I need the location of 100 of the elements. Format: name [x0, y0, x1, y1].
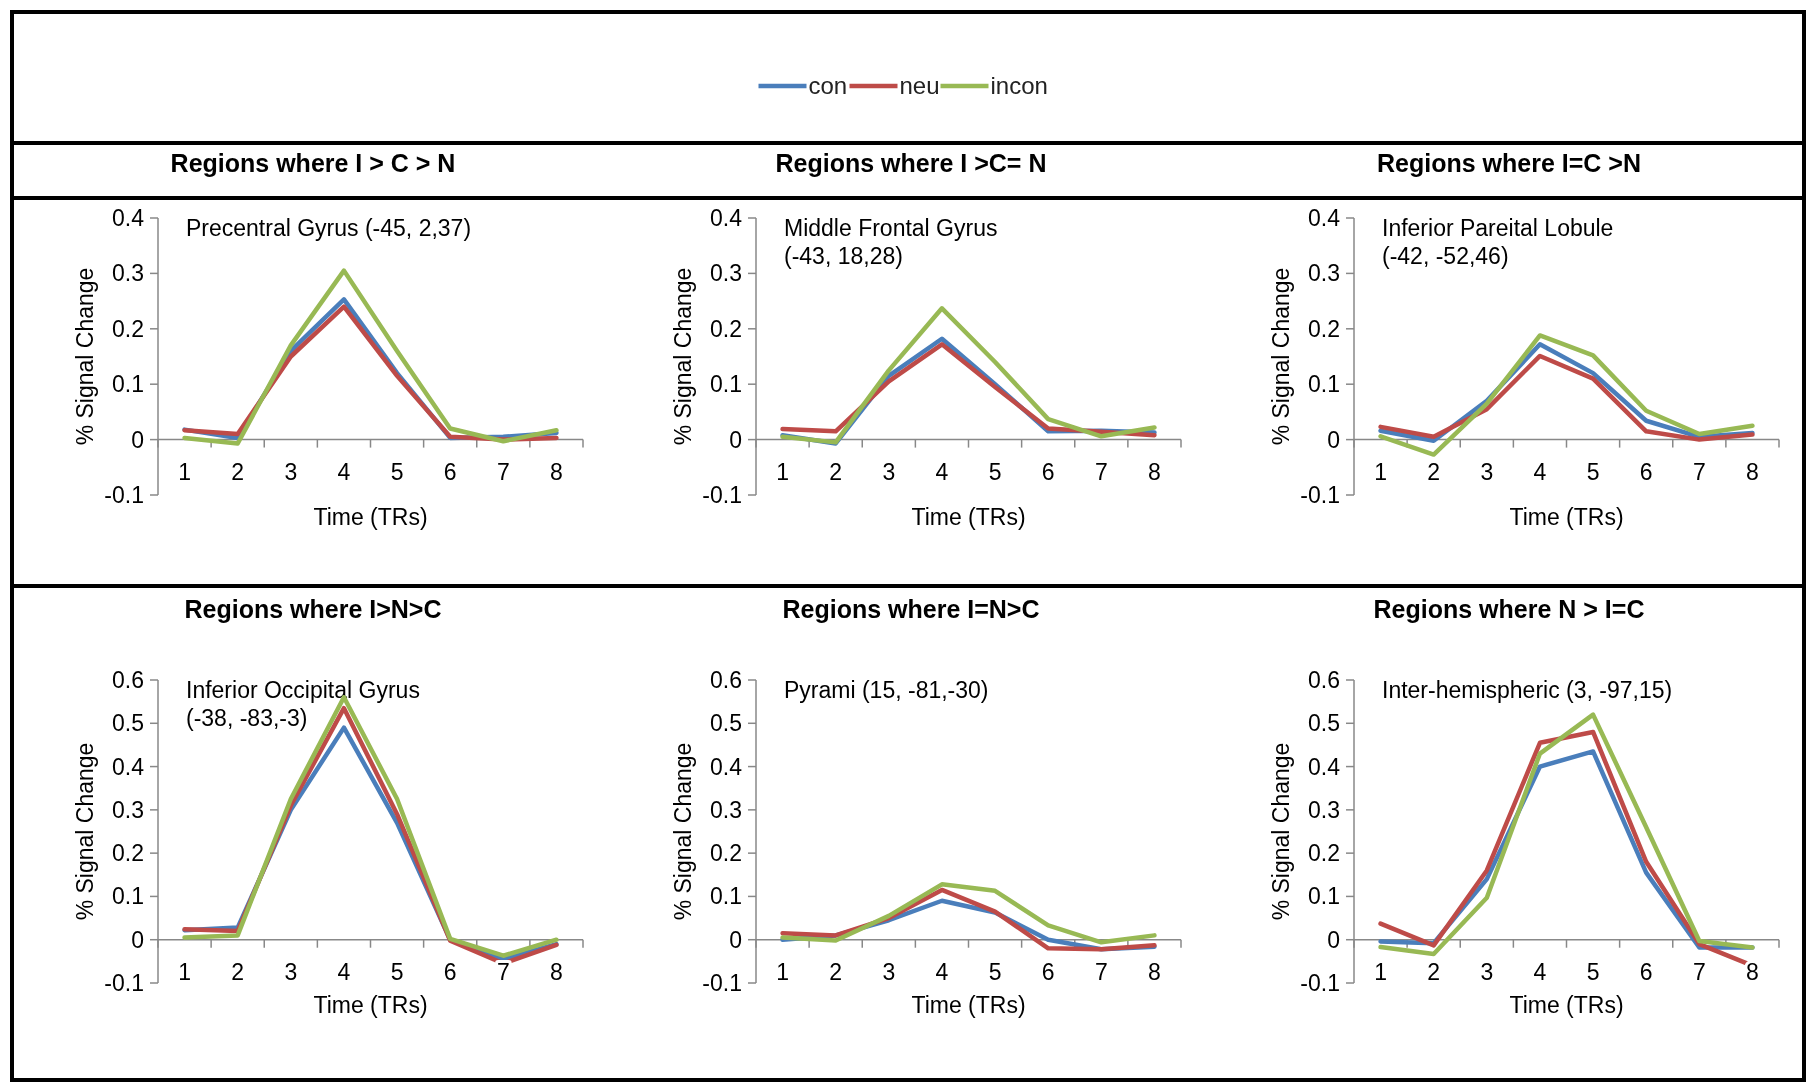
x-tick-label: 2: [829, 458, 843, 485]
x-axis-title: Time (TRs): [313, 504, 428, 530]
x-tick-label: 3: [1480, 458, 1494, 485]
x-tick-label: 2: [1427, 458, 1441, 485]
y-tick-label: 0.3: [1308, 260, 1340, 287]
y-axis-title: % Signal Change: [670, 267, 696, 446]
x-tick-label: 4: [1533, 458, 1547, 485]
y-tick-label: 0: [131, 426, 144, 453]
y-tick-label: 0: [729, 926, 742, 953]
chart-title: Regions where I=C >N: [1377, 149, 1641, 177]
y-tick-label: 0.3: [112, 796, 144, 823]
x-tick-label: 1: [776, 958, 789, 985]
y-tick-label: 0.2: [112, 840, 144, 867]
x-tick-label: 8: [550, 958, 563, 985]
y-tick-label: 0.6: [1308, 667, 1340, 693]
x-tick-label: 8: [1148, 458, 1161, 485]
x-tick-label: 1: [1374, 458, 1387, 485]
y-tick-label: 0.1: [710, 883, 742, 910]
y-tick-label: 0.3: [1308, 796, 1340, 823]
x-tick-label: 5: [390, 958, 404, 985]
y-tick-label: 0.6: [112, 667, 144, 693]
y-tick-label: 0.5: [112, 710, 144, 737]
x-tick-label: 7: [496, 458, 510, 485]
x-tick-label: 6: [443, 458, 457, 485]
x-tick-label: 2: [829, 958, 843, 985]
y-tick-label: 0.2: [1308, 840, 1340, 867]
line-series: [182, 268, 559, 446]
x-axis-title: Time (TRs): [313, 992, 428, 1018]
chart-subtitle: Inter-hemispheric (3, -97,15): [1382, 677, 1673, 703]
text: Middle Frontal Gyrus (-43, 18,28): [784, 215, 998, 269]
x-axis-title: Time (TRs): [911, 992, 1026, 1018]
chart-title: Regions where N > I=C: [1373, 595, 1645, 623]
y-axis-title: % Signal Change: [1268, 267, 1294, 446]
x-tick-label: 1: [178, 458, 191, 485]
x-tick-label: 4: [1533, 958, 1547, 985]
x-tick-label: 7: [496, 958, 510, 985]
x-tick-label: 3: [284, 958, 298, 985]
y-tick-label: 0.1: [112, 371, 144, 398]
y-tick-label: 0.2: [112, 315, 144, 342]
legend-label: incon: [990, 72, 1048, 99]
y-tick-label: 0: [1327, 926, 1340, 953]
line-series: [780, 306, 1157, 445]
x-tick-label: 5: [1586, 458, 1600, 485]
x-tick-label: 4: [935, 958, 949, 985]
y-tick-label: 0.6: [710, 667, 742, 693]
x-tick-label: 2: [1427, 958, 1441, 985]
x-tick-label: 6: [443, 958, 457, 985]
x-tick-label: 7: [1692, 958, 1706, 985]
x-tick-label: 7: [1094, 958, 1108, 985]
line-series: [780, 882, 1157, 945]
y-tick-label: -0.1: [104, 482, 144, 508]
chart-subtitle: Pyrami (15, -81,-30): [784, 677, 989, 703]
y-tick-label: -0.1: [1300, 970, 1340, 996]
x-tick-label: 1: [776, 458, 789, 485]
x-axis-title: Time (TRs): [1509, 504, 1624, 530]
y-tick-label: 0.5: [1308, 710, 1340, 737]
y-tick-label: 0: [131, 926, 144, 953]
x-tick-label: 4: [337, 458, 351, 485]
x-tick-label: 3: [284, 458, 298, 485]
x-tick-label: 8: [1746, 958, 1759, 985]
y-tick-label: 0: [729, 426, 742, 453]
chart-subtitle: Precentral Gyrus (-45, 2,37): [186, 215, 472, 241]
chart-title: Regions where I>N>C: [184, 595, 442, 623]
y-tick-label: -0.1: [702, 970, 742, 996]
x-tick-label: 7: [1692, 458, 1706, 485]
x-tick-label: 3: [1480, 958, 1494, 985]
y-tick-label: 0.4: [1308, 753, 1341, 780]
x-tick-label: 1: [1374, 958, 1387, 985]
x-tick-label: 5: [988, 458, 1002, 485]
x-tick-label: 5: [390, 458, 404, 485]
legend-label: con: [808, 72, 848, 99]
y-tick-label: 0.4: [112, 753, 145, 780]
y-tick-label: 0.2: [1308, 315, 1340, 342]
y-tick-label: 0.4: [710, 205, 743, 231]
y-tick-label: 0.2: [710, 840, 742, 867]
y-tick-label: 0.1: [1308, 371, 1340, 398]
y-tick-label: 0.4: [1308, 205, 1341, 231]
x-tick-label: 4: [337, 958, 351, 985]
x-tick-label: 5: [1586, 958, 1600, 985]
x-tick-label: 8: [1148, 958, 1161, 985]
x-tick-label: 6: [1639, 958, 1653, 985]
y-tick-label: 0.1: [112, 883, 144, 910]
x-tick-label: 1: [178, 958, 191, 985]
y-tick-label: 0.4: [710, 753, 743, 780]
x-tick-label: 7: [1094, 458, 1108, 485]
legend-label: neu: [899, 72, 940, 99]
x-tick-label: 8: [550, 458, 563, 485]
x-tick-label: 3: [882, 958, 896, 985]
x-axis-title: Time (TRs): [911, 504, 1026, 530]
x-tick-label: 6: [1041, 958, 1055, 985]
chart-title: Regions where I >C= N: [775, 149, 1047, 177]
chart-title: Regions where I=N>C: [782, 595, 1040, 623]
x-tick-label: 4: [935, 458, 949, 485]
y-tick-label: -0.1: [104, 970, 144, 996]
x-tick-label: 3: [882, 458, 896, 485]
y-tick-label: 0.1: [1308, 883, 1340, 910]
x-tick-label: 2: [231, 458, 245, 485]
y-axis-title: % Signal Change: [670, 742, 696, 921]
x-tick-label: 6: [1639, 458, 1653, 485]
y-axis-title: % Signal Change: [72, 742, 98, 921]
